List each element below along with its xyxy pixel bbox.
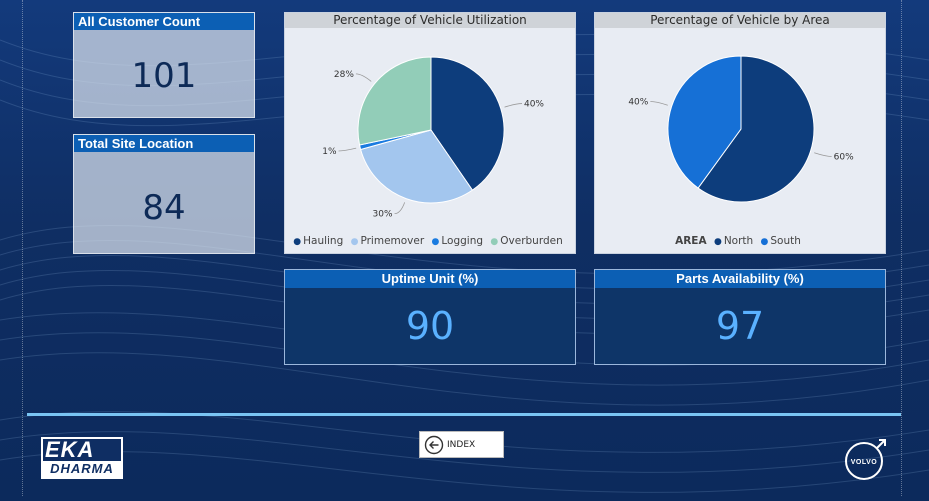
legend-label-north: North <box>723 235 754 247</box>
legend-item-north[interactable]: ● North <box>713 235 754 247</box>
pie-slice-overburden[interactable] <box>357 56 432 146</box>
site-location-card: Total Site Location 84 <box>73 134 255 254</box>
uptime-value: 90 <box>405 304 455 348</box>
legend-label-primemover: Primemover <box>360 235 425 247</box>
back-arrow-icon <box>424 435 444 454</box>
legend-label-overburden: Overburden <box>500 235 563 247</box>
uptime-card: Uptime Unit (%) 90 <box>284 269 576 365</box>
legend-item-overburden[interactable]: ● Overburden <box>490 235 563 247</box>
leader-line-hauling <box>504 103 522 108</box>
legend-item-logging[interactable]: ● Logging <box>431 235 484 247</box>
canvas-frame <box>22 0 902 496</box>
parts-label: Parts Availability (%) <box>595 270 885 288</box>
site-location-label: Total Site Location <box>74 135 254 152</box>
legend-item-hauling[interactable]: ● Hauling <box>293 235 344 247</box>
legend-item-primemover[interactable]: ● Primemover <box>350 235 425 247</box>
parts-card: Parts Availability (%) 97 <box>594 269 886 365</box>
data-label-logging: 1% <box>322 147 337 157</box>
uptime-label: Uptime Unit (%) <box>285 270 575 288</box>
data-label-south: 40% <box>628 97 648 107</box>
pie-slice-north[interactable] <box>697 55 815 203</box>
customer-count-label: All Customer Count <box>74 13 254 30</box>
eka-dharma-logo: EKA DHARMA <box>41 437 123 479</box>
customer-count-value: 101 <box>131 56 197 96</box>
utilization-pie: 40% 30% 1% 28% <box>322 56 544 220</box>
pie-slice-south[interactable] <box>667 55 742 189</box>
pie-slice-primemover[interactable] <box>360 129 474 204</box>
volvo-logo-text: VOLVO <box>851 459 878 466</box>
legend-label-hauling: Hauling <box>303 235 344 247</box>
data-label-hauling: 40% <box>524 100 544 110</box>
data-label-north: 60% <box>834 153 854 163</box>
leader-line-overburden <box>355 73 372 82</box>
site-location-value: 84 <box>142 188 186 228</box>
utilization-chart-title: Percentage of Vehicle Utilization <box>285 13 575 28</box>
index-button-label: INDEX <box>447 439 476 450</box>
data-label-primemover: 30% <box>373 210 393 220</box>
legend-label-logging: Logging <box>441 235 484 247</box>
leader-line-north <box>814 152 832 157</box>
index-button[interactable]: INDEX <box>419 431 504 458</box>
data-label-overburden: 28% <box>334 70 354 80</box>
area-chart-title: Percentage of Vehicle by Area <box>595 13 885 28</box>
area-legend-title: AREA <box>675 235 707 247</box>
leader-line-primemover <box>394 202 406 215</box>
area-pie: 60% 40% <box>628 55 854 203</box>
area-chart-card: Percentage of Vehicle by Area 60% 40% ARE… <box>594 12 886 254</box>
pie-slice-hauling[interactable] <box>430 56 505 191</box>
parts-value: 97 <box>715 304 765 348</box>
area-legend: AREA ● North ● South <box>595 235 885 247</box>
footer-divider <box>27 413 901 416</box>
leader-line-south <box>650 101 668 106</box>
legend-item-south[interactable]: ● South <box>760 235 801 247</box>
eka-logo-line1: EKA <box>43 439 121 461</box>
eka-logo-line2: DHARMA <box>43 461 121 477</box>
customer-count-card: All Customer Count 101 <box>73 12 255 118</box>
legend-label-south: South <box>770 235 801 247</box>
utilization-chart-card: Percentage of Vehicle Utilization 40% 30%… <box>284 12 576 254</box>
utilization-legend: ● Hauling ● Primemover ● Logging ● Overburde… <box>285 235 575 247</box>
volvo-logo: VOLVO <box>843 437 889 487</box>
leader-line-logging <box>338 147 357 152</box>
